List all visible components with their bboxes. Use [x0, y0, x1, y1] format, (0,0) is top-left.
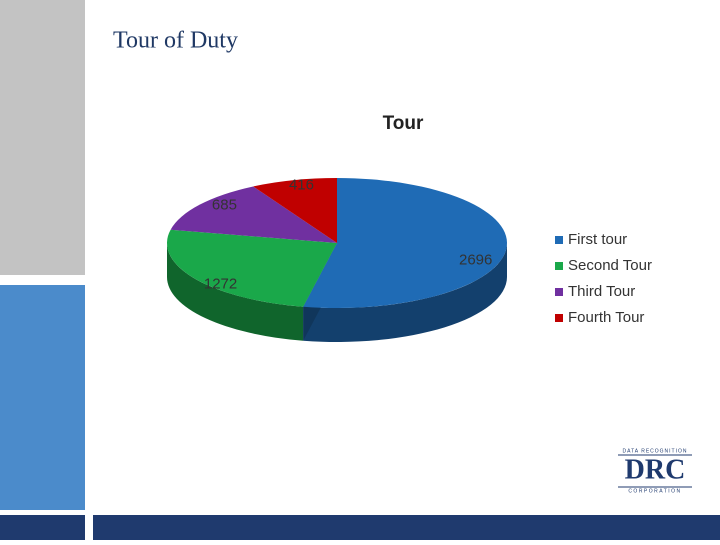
legend-label: First tour [568, 231, 627, 248]
logo-top: DATA RECOGNITION [623, 448, 688, 454]
slice [253, 178, 337, 243]
bottom-bar-left [0, 515, 85, 540]
bottom-bar [93, 515, 720, 540]
data-label: 1272 [204, 275, 237, 292]
side-bar-gray [0, 0, 85, 275]
legend-swatch [555, 314, 563, 322]
legend-label: Second Tour [568, 257, 652, 274]
data-label: 2696 [459, 251, 492, 268]
logo-name: DRC [625, 454, 686, 485]
legend-swatch [555, 236, 563, 244]
chart-title: Tour [383, 113, 424, 134]
data-label: 685 [212, 197, 237, 214]
data-label: 416 [289, 176, 314, 193]
slide-title: Tour of Duty [113, 28, 238, 54]
slice [167, 229, 337, 307]
slice [170, 186, 337, 243]
logo-bottom: CORPORATION [628, 488, 681, 494]
legend-swatch [555, 262, 563, 270]
legend-label: Fourth Tour [568, 309, 644, 326]
slice-side [303, 243, 507, 342]
logo: DATA RECOGNITION DRC CORPORATION [618, 448, 692, 494]
side-bar-blue [0, 285, 85, 510]
legend-swatch [555, 288, 563, 296]
slice [303, 177, 508, 308]
slice-side [167, 243, 304, 341]
legend-label: Third Tour [568, 283, 635, 300]
